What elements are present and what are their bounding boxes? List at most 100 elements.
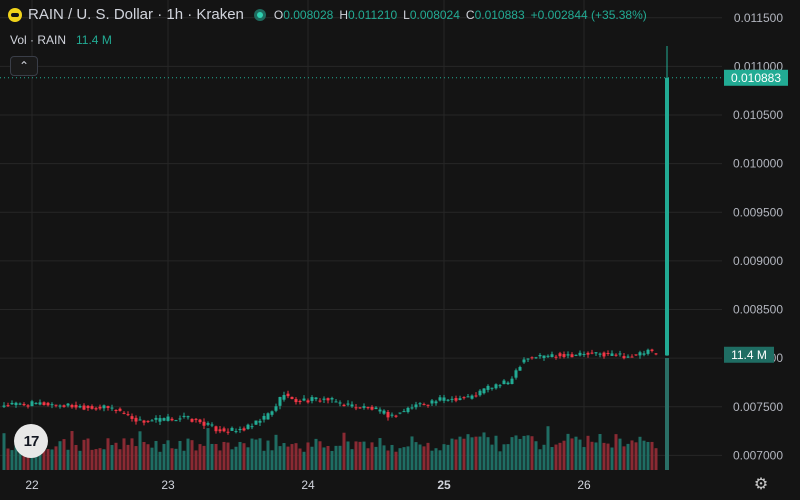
- candle: [66, 403, 70, 406]
- candle: [210, 424, 214, 426]
- volume-bar: [294, 443, 298, 470]
- gear-icon[interactable]: ⚙: [753, 476, 769, 493]
- candle: [142, 420, 146, 423]
- volume-bar: [506, 444, 510, 470]
- candle: [466, 396, 470, 398]
- volume-bar: [422, 446, 426, 470]
- symbol-title[interactable]: RAIN / U. S. Dollar · 1h · Kraken: [28, 6, 244, 23]
- volume-bar: [634, 442, 638, 470]
- candle: [70, 404, 74, 408]
- candle: [98, 406, 102, 409]
- candle: [406, 407, 410, 413]
- price-tick-label: 0.010500: [733, 108, 783, 122]
- candle: [122, 412, 126, 414]
- candle: [134, 417, 138, 422]
- candle: [22, 403, 26, 406]
- volume-bar: [138, 431, 142, 470]
- volume-bar: [86, 438, 90, 470]
- candle: [302, 398, 306, 401]
- volume-bar: [18, 448, 22, 470]
- price-tick-label: 0.009500: [733, 205, 783, 219]
- volume-bar: [178, 440, 182, 470]
- volume-bar: [582, 447, 586, 470]
- volume-bar: [590, 441, 594, 470]
- volume-bar: [338, 445, 342, 470]
- volume-bar: [514, 435, 518, 470]
- high-value: 0.011210: [347, 7, 398, 22]
- tradingview-logo[interactable]: 17: [14, 424, 48, 458]
- candle: [46, 402, 50, 406]
- candle: [190, 418, 194, 422]
- volume-bar: [374, 446, 378, 470]
- candle: [162, 418, 166, 421]
- candle: [150, 420, 154, 422]
- candle: [646, 349, 650, 354]
- candle: [14, 402, 18, 406]
- candle: [618, 353, 622, 355]
- candle: [58, 405, 62, 407]
- candle: [174, 420, 178, 422]
- candle: [110, 407, 114, 409]
- volume-bar: [238, 441, 242, 470]
- volume-legend[interactable]: Vol · RAIN 11.4 M: [10, 33, 112, 47]
- volume-bar: [38, 441, 42, 470]
- volume-bar: [562, 440, 566, 470]
- candle: [634, 354, 638, 356]
- volume-bar: [606, 443, 610, 470]
- candle: [522, 359, 526, 363]
- volume-bar: [218, 450, 222, 470]
- volume-bar: [14, 440, 18, 470]
- candle: [106, 406, 110, 408]
- candle: [598, 353, 602, 355]
- volume-bar: [414, 442, 418, 470]
- candle: [202, 421, 206, 426]
- volume-bar: [174, 448, 178, 470]
- volume-bar: [458, 436, 462, 470]
- volume-bar: [150, 447, 154, 470]
- open-value: 0.008028: [283, 7, 334, 22]
- volume-bar: [122, 438, 126, 470]
- candle: [474, 395, 478, 397]
- candle: [222, 428, 226, 432]
- candles: [2, 45, 669, 435]
- candle: [438, 397, 442, 401]
- volume-bar: [10, 450, 14, 470]
- candle: [290, 396, 294, 400]
- volume-bar: [594, 442, 598, 470]
- volume-bar: [62, 439, 66, 470]
- candle: [394, 415, 398, 417]
- candle: [378, 409, 382, 412]
- volume-bar: [318, 441, 322, 470]
- volume-bar: [570, 438, 574, 470]
- volume-bar: [106, 438, 110, 470]
- candle: [338, 402, 342, 404]
- volume-bar: [254, 439, 258, 470]
- volume-bar: [258, 438, 262, 470]
- volume-bar: [654, 448, 658, 470]
- candle: [90, 406, 94, 409]
- candle: [526, 358, 530, 360]
- volume-bar: [246, 447, 250, 470]
- volume-bar: [198, 444, 202, 470]
- candle: [214, 426, 218, 432]
- candle: [82, 405, 86, 410]
- candle: [314, 397, 318, 400]
- candle: [614, 354, 618, 356]
- volume-bar: [482, 432, 486, 470]
- price-tick-label: 0.007000: [733, 448, 783, 462]
- volume-bar: [646, 441, 650, 470]
- candle: [166, 416, 170, 421]
- candle: [262, 415, 266, 420]
- candle: [34, 402, 38, 404]
- volume-bar: [42, 438, 46, 470]
- candle: [154, 417, 158, 420]
- volume-bar: [486, 437, 490, 470]
- volume-bar: [598, 434, 602, 470]
- volume-bar: [266, 440, 270, 470]
- collapse-legend-button[interactable]: ⌃: [10, 56, 38, 76]
- volume-bar: [386, 450, 390, 470]
- candle: [50, 404, 54, 406]
- volume-bar: [250, 438, 254, 470]
- ohlc-values: O0.008028 H0.011210 L0.008024 C0.010883 …: [274, 8, 647, 22]
